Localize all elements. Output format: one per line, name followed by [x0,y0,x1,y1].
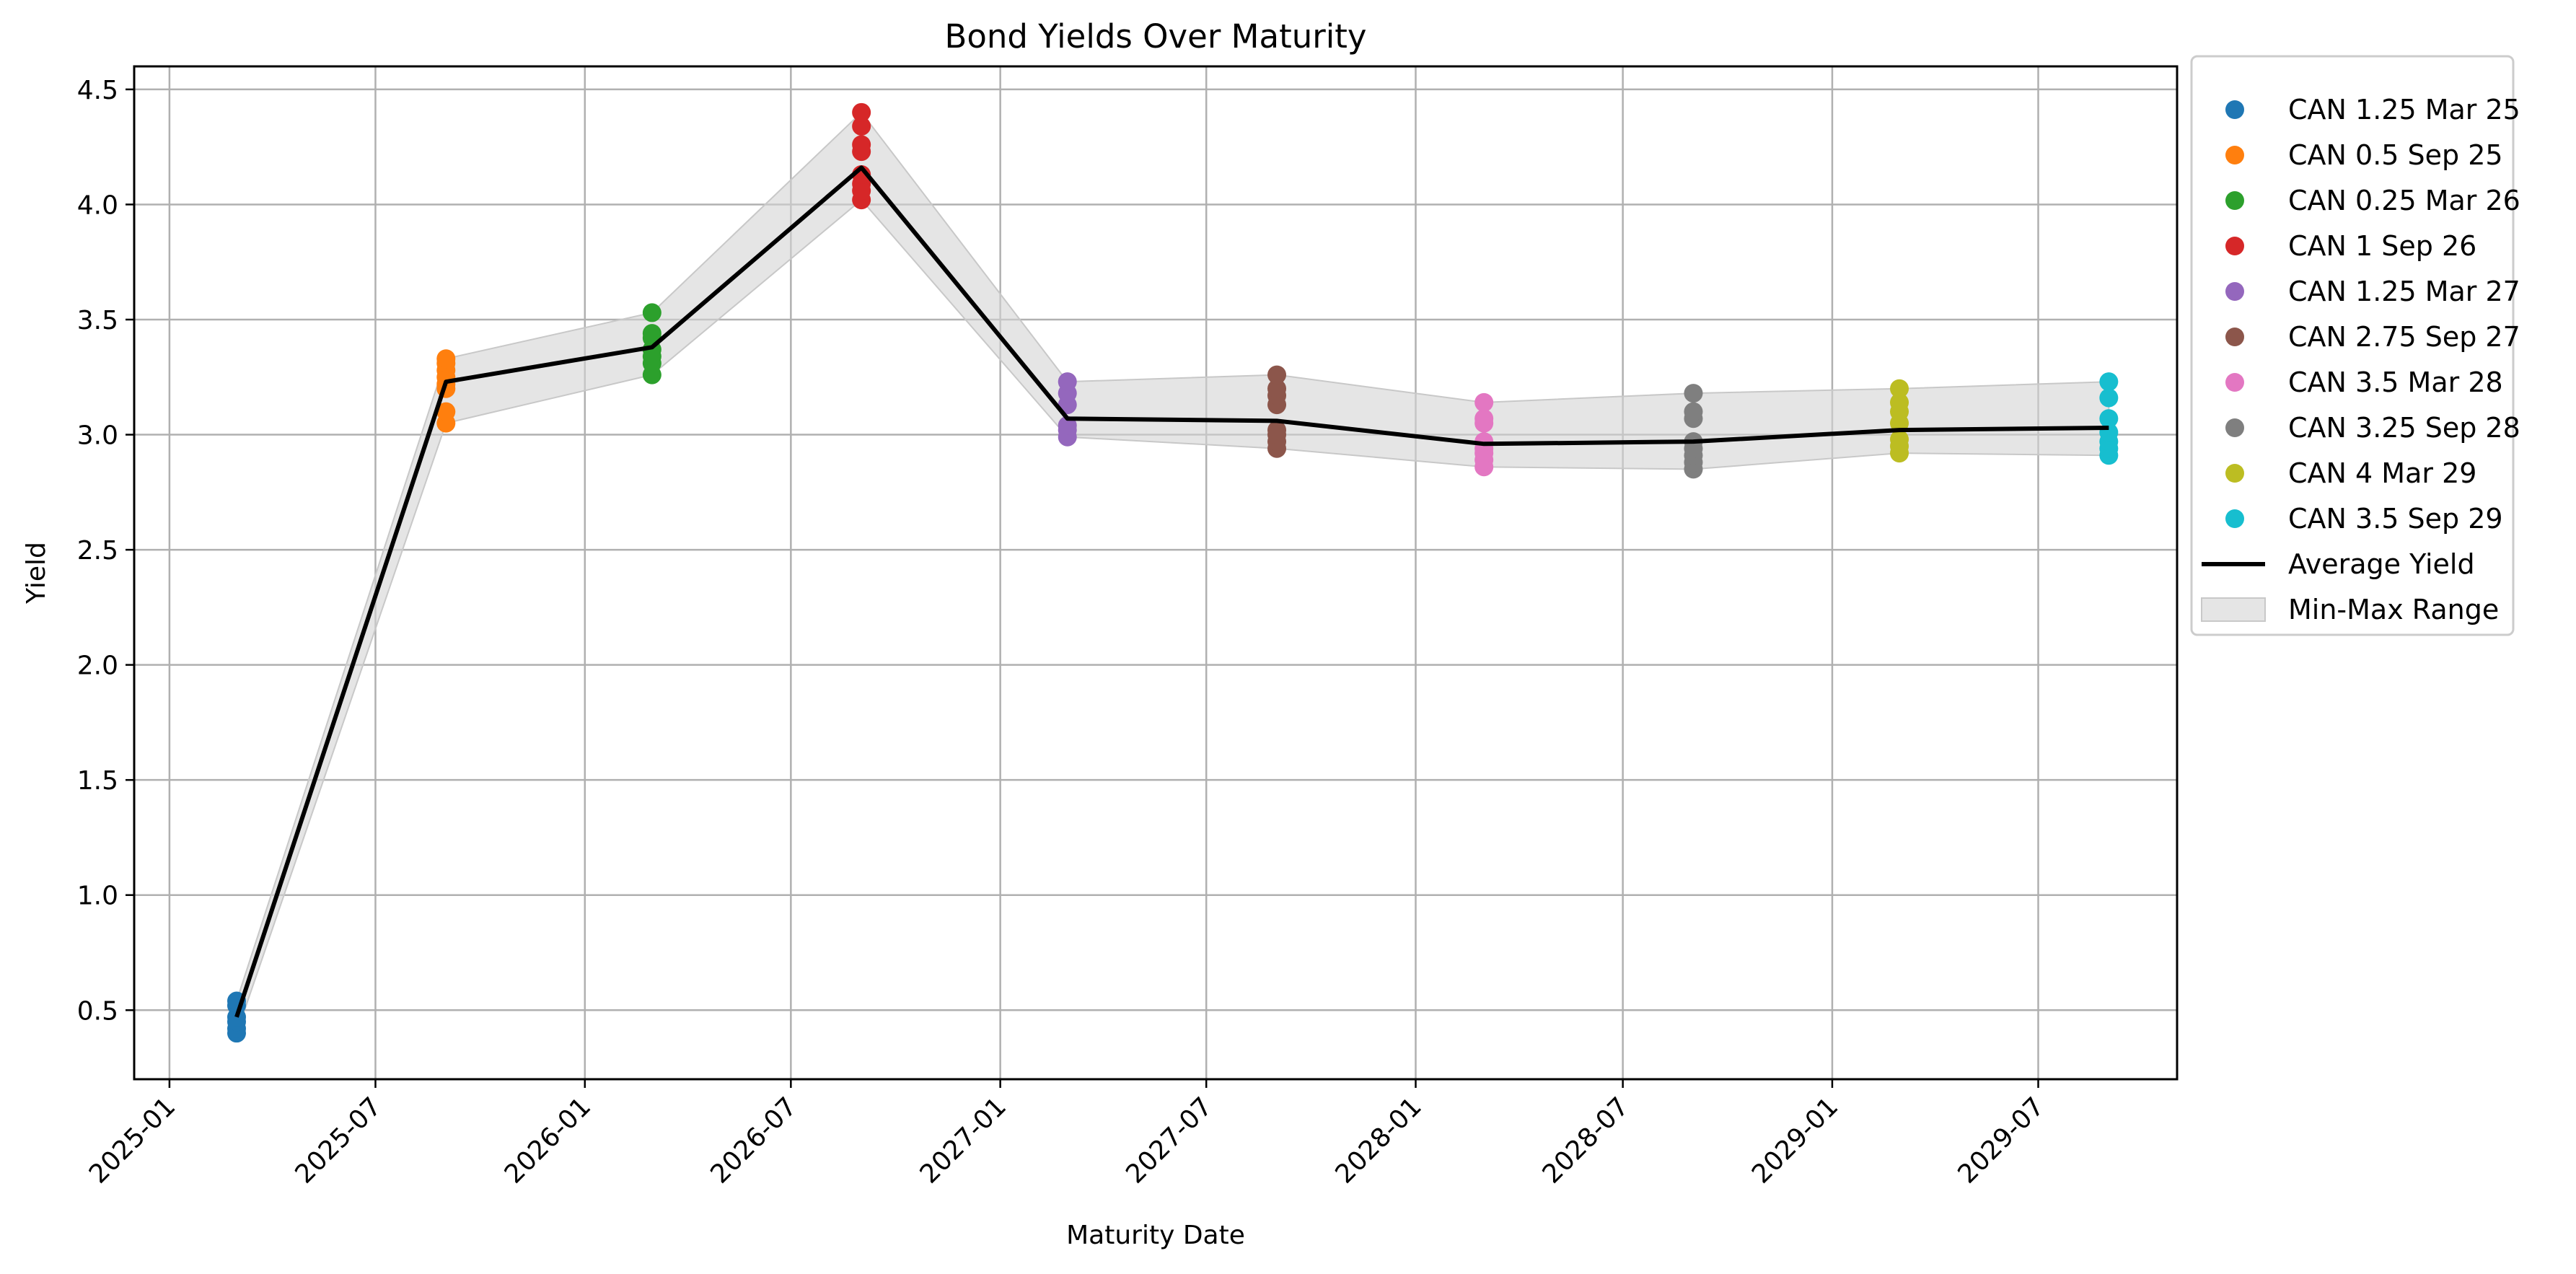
legend-label: CAN 3.5 Sep 29 [2288,503,2503,535]
data-point [1267,421,1287,440]
legend-label: CAN 0.5 Sep 25 [2288,139,2503,171]
y-axis-label: Yield [22,542,51,605]
y-tick-label: 1.0 [77,882,118,911]
data-point [1267,365,1287,385]
legend-label: CAN 4 Mar 29 [2288,457,2476,489]
y-tick-label: 4.5 [77,76,118,105]
legend-label: CAN 3.5 Mar 28 [2288,366,2503,398]
data-point [852,116,871,136]
legend-label: CAN 1.25 Mar 27 [2288,276,2520,307]
data-point [2099,388,2119,408]
data-point [436,402,456,421]
data-point [1267,379,1287,398]
data-point [642,324,661,343]
data-point [1684,384,1703,403]
legend-label: Average Yield [2288,548,2475,580]
y-tick-label: 4.0 [77,190,118,220]
legend-label: CAN 0.25 Mar 26 [2288,185,2520,216]
data-point [1890,379,1909,398]
legend-label: CAN 2.75 Sep 27 [2288,321,2520,353]
legend-marker [2225,146,2244,164]
legend-label: CAN 1 Sep 26 [2288,230,2476,262]
legend-marker [2225,418,2244,437]
data-point [1474,432,1494,452]
legend: CAN 1.25 Mar 25 CAN 0.5 Sep 25 CAN 0.25 Ma… [2190,55,2520,636]
data-point [852,135,871,154]
legend-marker [2225,328,2244,346]
data-point [1684,402,1703,421]
y-tick-label: 3.5 [77,306,118,335]
data-point [642,303,661,322]
legend-label: CAN 3.25 Sep 28 [2288,412,2520,444]
legend-marker [2225,282,2244,301]
x-axis-label: Maturity Date [1066,1221,1245,1250]
data-point [436,349,456,369]
legend-marker [2225,100,2244,119]
legend-marker [2225,373,2244,392]
y-tick-label: 1.5 [77,766,118,796]
y-tick-label: 3.0 [77,421,118,451]
scatter-points-layer [227,102,2119,1043]
legend-marker [2225,237,2244,255]
data-point [2099,372,2119,392]
data-point [1058,372,1077,392]
y-tick-label: 0.5 [77,996,118,1026]
grid [134,66,2177,1079]
chart-title: Bond Yields Over Maturity [944,17,1366,56]
data-point [1474,409,1494,429]
legend-marker [2225,191,2244,210]
average-line-layer [234,165,2109,1018]
legend-band-swatch [2201,597,2266,622]
y-tick-label: 2.0 [77,651,118,681]
data-point [2099,409,2119,429]
legend-marker [2225,464,2244,483]
legend-marker [2225,509,2244,528]
data-point [1058,416,1077,435]
data-point [1474,392,1494,412]
data-point [852,102,871,122]
legend-frame [2190,55,2515,636]
plot-frame [133,65,2179,1081]
average-yield-line [234,165,2109,1018]
data-point [1890,429,1909,449]
legend-label: CAN 1.25 Mar 25 [2288,94,2520,126]
data-point [1890,392,1909,412]
legend-label: Min-Max Range [2288,594,2499,625]
y-tick-label: 2.5 [77,536,118,566]
